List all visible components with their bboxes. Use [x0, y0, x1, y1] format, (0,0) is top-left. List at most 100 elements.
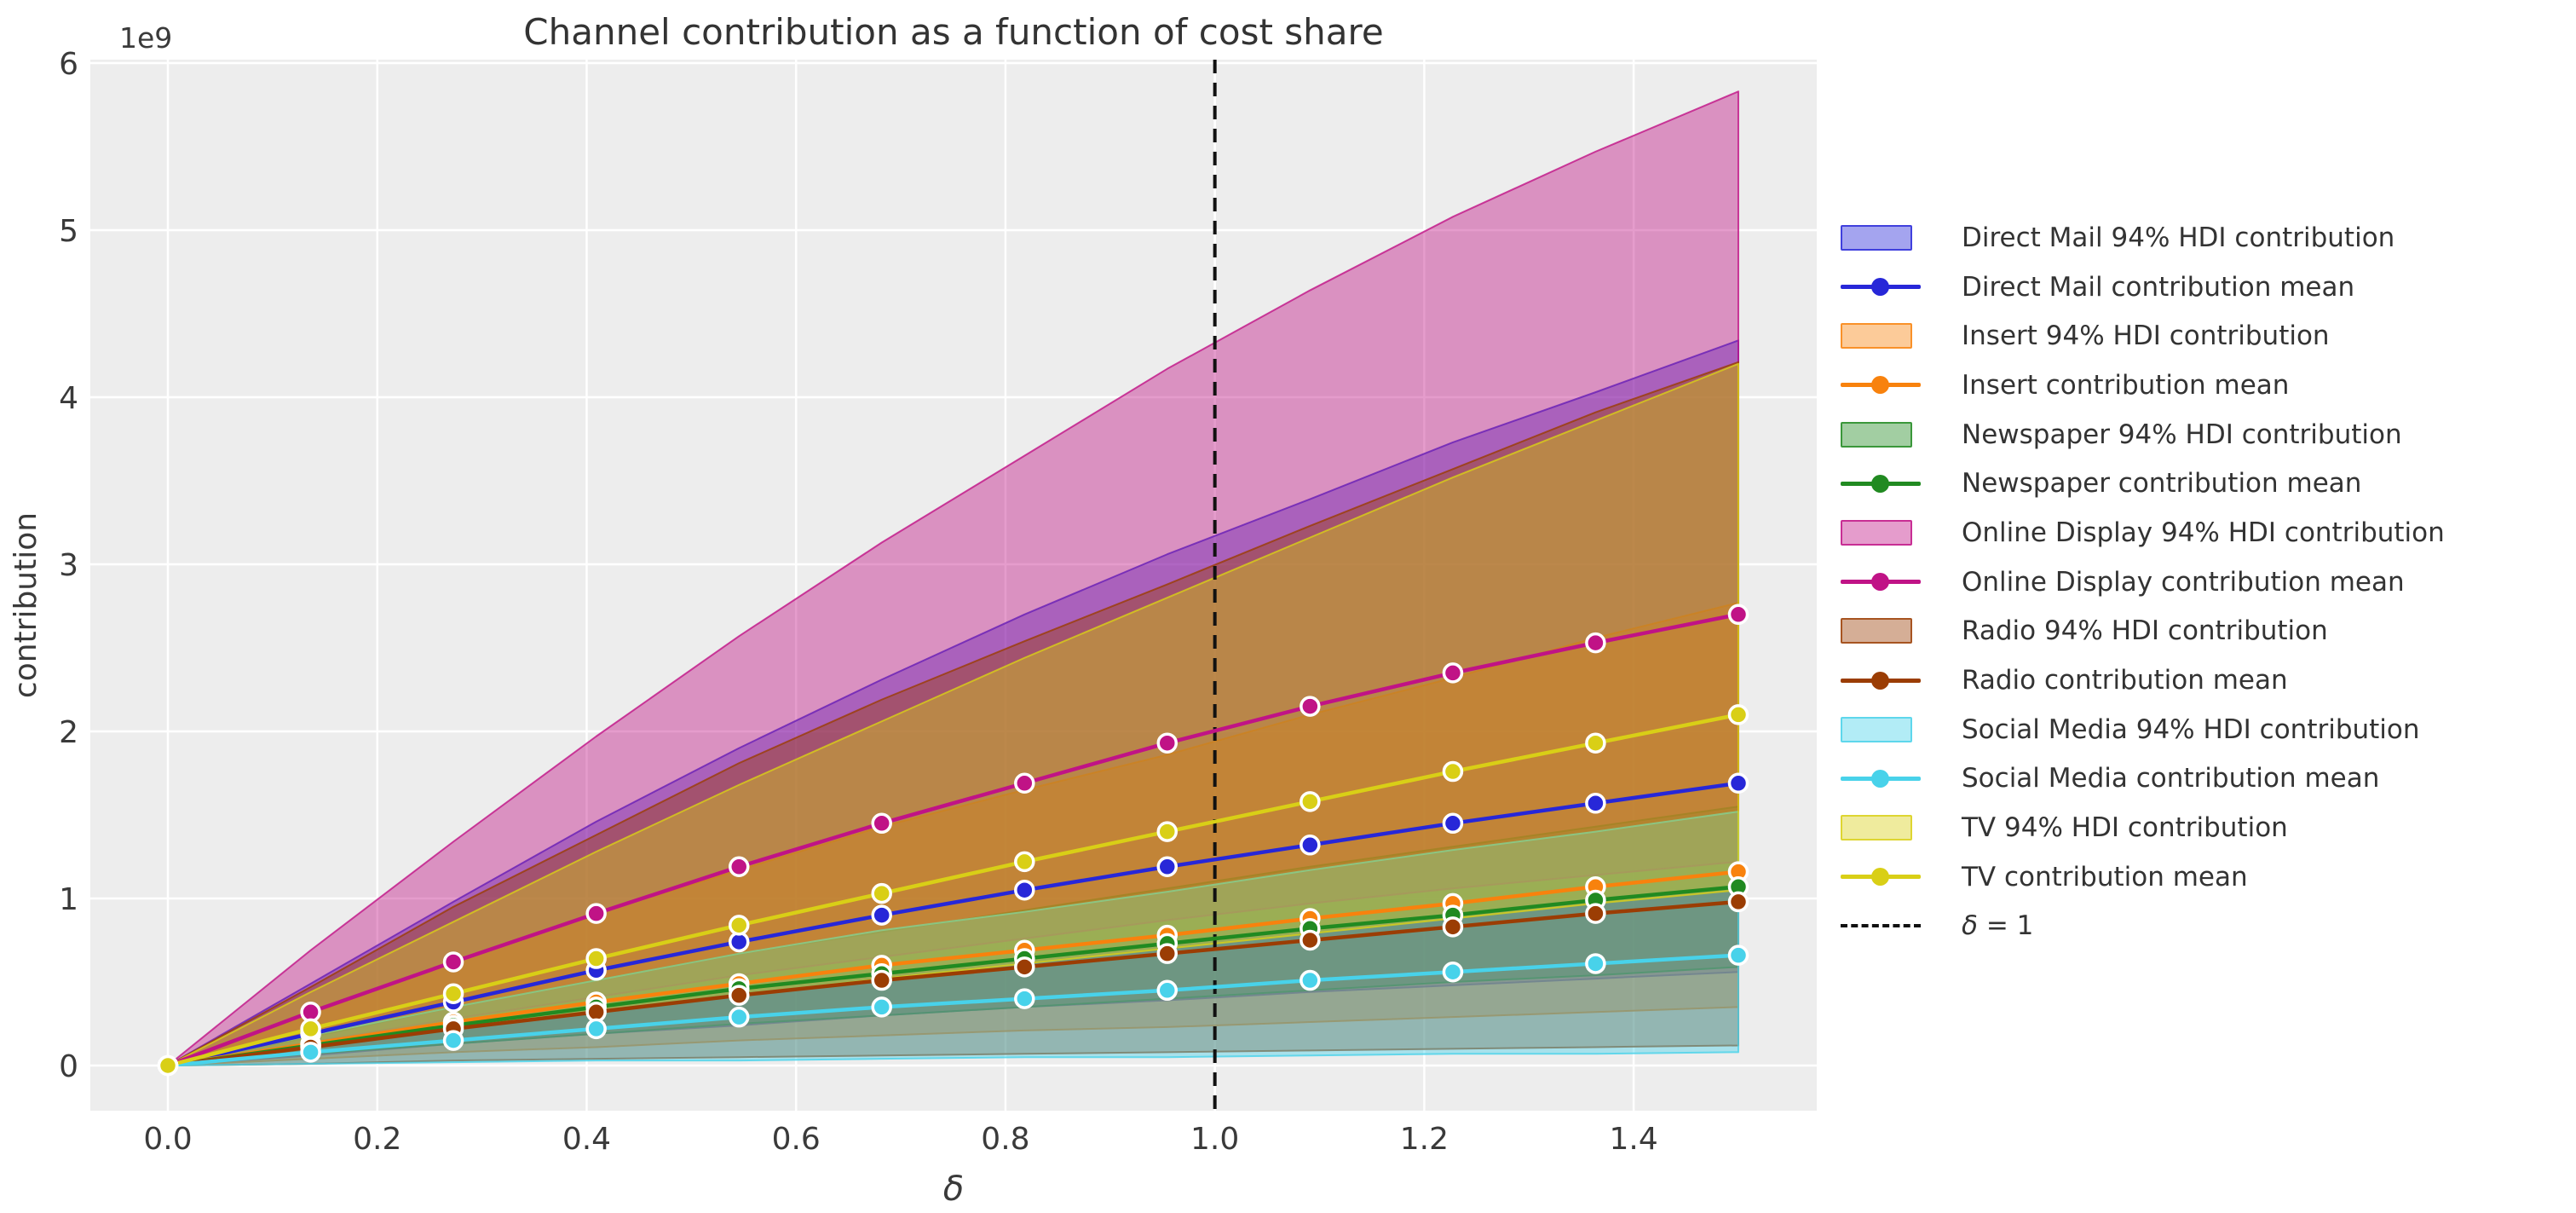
mean-marker-radio: [1585, 903, 1606, 924]
mean-marker-social-media: [1442, 961, 1464, 983]
legend-item: TV 94% HDI contribution: [1841, 803, 2445, 852]
mean-marker-tv: [442, 983, 464, 1004]
mean-marker-direct-mail: [1442, 812, 1464, 835]
y-axis-offset-label: 1e9: [119, 21, 172, 55]
legend-line-swatch: [1841, 868, 1941, 887]
hdi-swatch: [1841, 421, 1912, 448]
legend-item-label: Insert 94% HDI contribution: [1962, 321, 2330, 352]
mean-marker-radio: [1442, 916, 1464, 938]
mean-marker-direct-mail: [1300, 835, 1321, 856]
y-axis-label: contribution: [9, 512, 43, 698]
mean-marker-online-display: [1156, 732, 1179, 754]
legend-patch-swatch: [1841, 815, 1941, 841]
mean-marker-direct-mail: [1585, 793, 1606, 814]
mean-line-swatch: [1841, 376, 1921, 395]
y-tick-label: 2: [59, 715, 78, 750]
legend-item: Radio contribution mean: [1841, 656, 2445, 705]
legend-item-label: Radio 94% HDI contribution: [1962, 615, 2328, 647]
hdi-swatch: [1841, 815, 1912, 841]
mean-marker-social-media: [1585, 953, 1606, 974]
legend-patch-swatch: [1841, 519, 1941, 546]
mean-marker-tv: [300, 1018, 321, 1040]
mean-line-online-display: [167, 612, 1739, 1068]
legend-dash-swatch: [1841, 924, 1941, 928]
y-tick-label: 5: [59, 214, 78, 249]
mean-marker-social-media: [1156, 979, 1179, 1002]
y-tick-label: 0: [59, 1049, 78, 1084]
mean-marker-tv: [871, 882, 892, 904]
mean-marker-online-display: [1585, 632, 1606, 654]
legend-item: Direct Mail contribution mean: [1841, 263, 2445, 312]
legend-item-label: Social Media 94% HDI contribution: [1962, 713, 2420, 745]
mean-marker-social-media: [871, 996, 892, 1018]
mean-marker-tv: [1300, 791, 1321, 812]
x-axis-label: δ: [943, 1170, 964, 1209]
mean-marker-social-media: [442, 1030, 464, 1051]
hdi-swatch: [1841, 618, 1912, 644]
legend-item: Online Display 94% HDI contribution: [1841, 508, 2445, 557]
legend-item: TV contribution mean: [1841, 852, 2445, 902]
legend-item: Insert contribution mean: [1841, 361, 2445, 410]
legend: Direct Mail 94% HDI contribution Direct M…: [1841, 213, 2445, 950]
mean-marker-swatch: [1871, 474, 1889, 493]
legend-item: Social Media contribution mean: [1841, 754, 2445, 804]
mean-marker-online-display: [1442, 662, 1464, 684]
x-tick-label: 0.8: [981, 1122, 1029, 1157]
legend-line-swatch: [1841, 573, 1941, 592]
mean-marker-direct-mail: [1727, 772, 1749, 794]
mean-marker-online-display: [585, 903, 607, 924]
mean-marker-direct-mail: [1156, 856, 1179, 878]
legend-item-label: Online Display contribution mean: [1962, 566, 2405, 598]
legend-item-label: Direct Mail contribution mean: [1962, 271, 2355, 303]
legend-item-label: Newspaper 94% HDI contribution: [1962, 419, 2402, 450]
y-tick-label: 4: [59, 381, 78, 416]
legend-item: Social Media 94% HDI contribution: [1841, 705, 2445, 754]
mean-line-radio: [167, 899, 1739, 1068]
x-tick-label: 0.4: [562, 1122, 611, 1157]
legend-line-swatch: [1841, 474, 1941, 493]
mean-marker-online-display: [728, 856, 750, 878]
mean-marker-radio: [1014, 956, 1035, 978]
legend-item: δ = 1: [1841, 902, 2445, 951]
mean-marker-swatch: [1871, 278, 1889, 297]
mean-marker-swatch: [1871, 868, 1889, 887]
mean-marker-social-media: [1014, 988, 1035, 1009]
legend-patch-swatch: [1841, 618, 1941, 644]
mean-line-swatch: [1841, 868, 1921, 887]
legend-item-label: Direct Mail 94% HDI contribution: [1962, 222, 2395, 253]
legend-item-label: TV contribution mean: [1962, 861, 2248, 892]
mean-marker-tv: [585, 948, 607, 969]
mean-marker-online-display: [1727, 604, 1749, 626]
legend-patch-swatch: [1841, 224, 1941, 251]
mean-marker-online-display: [1014, 772, 1035, 794]
mean-marker-online-display: [442, 951, 464, 973]
mean-marker-social-media: [1727, 944, 1749, 966]
legend-item: Newspaper contribution mean: [1841, 459, 2445, 508]
mean-marker-social-media: [728, 1006, 750, 1028]
mean-line-swatch: [1841, 278, 1921, 297]
legend-item-label: TV 94% HDI contribution: [1962, 812, 2288, 844]
legend-item: Direct Mail 94% HDI contribution: [1841, 213, 2445, 263]
legend-item-label: Social Media contribution mean: [1962, 763, 2380, 794]
legend-item: Insert 94% HDI contribution: [1841, 311, 2445, 361]
mean-marker-radio: [1727, 891, 1749, 913]
mean-marker-tv: [728, 915, 750, 936]
mean-line-social-media: [167, 953, 1739, 1068]
mean-marker-tv: [1442, 760, 1464, 783]
legend-item-label: Radio contribution mean: [1962, 665, 2288, 696]
mean-line-newspaper: [167, 885, 1739, 1068]
mean-marker-tv: [1156, 821, 1179, 842]
mean-marker-swatch: [1871, 376, 1889, 395]
mean-marker-tv: [157, 1054, 179, 1077]
legend-item: Radio 94% HDI contribution: [1841, 607, 2445, 656]
x-tick-label: 1.2: [1400, 1122, 1449, 1157]
mean-marker-swatch: [1871, 671, 1889, 690]
legend-patch-swatch: [1841, 323, 1941, 349]
mean-marker-swatch: [1871, 769, 1889, 788]
hdi-band-social-media: [167, 811, 1740, 1066]
x-tick-label: 0.2: [353, 1122, 401, 1157]
legend-item-label: Newspaper contribution mean: [1962, 468, 2362, 500]
hdi-swatch: [1841, 323, 1912, 349]
y-tick-label: 1: [59, 882, 78, 917]
